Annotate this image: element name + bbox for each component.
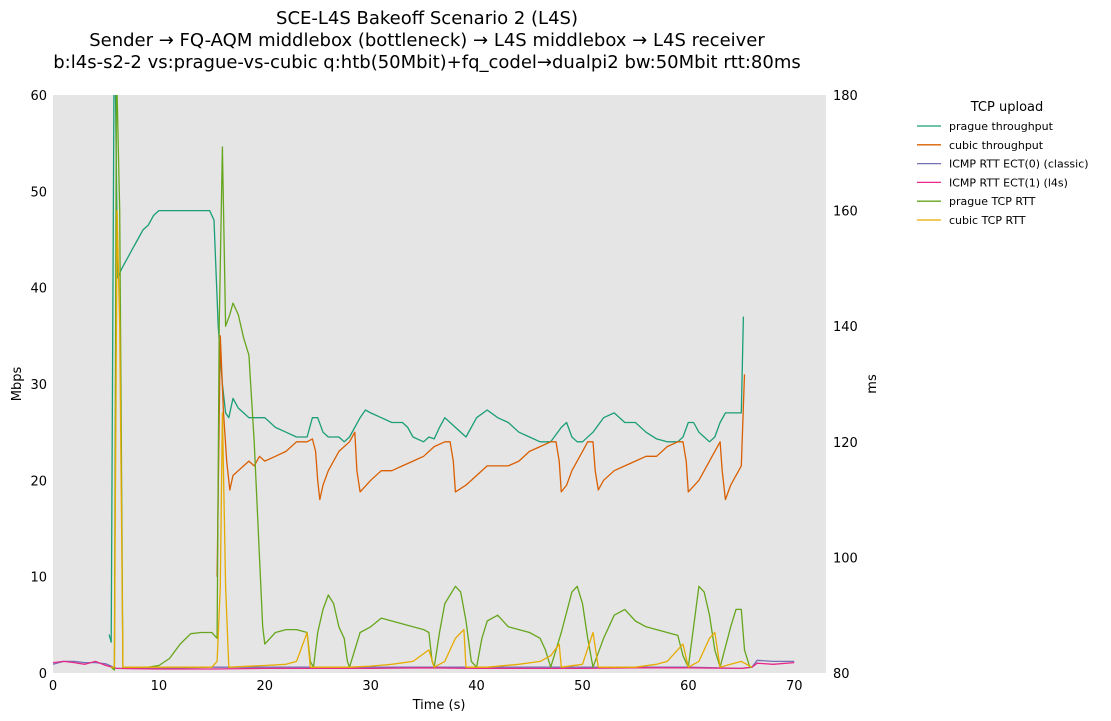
- right-tick-label: 160: [833, 205, 858, 220]
- x-tick-label: 50: [574, 679, 591, 694]
- left-y-axis-label: Mbps: [10, 367, 25, 402]
- x-tick-label: 60: [680, 679, 697, 694]
- legend-label-prague-tcp-rtt: prague TCP RTT: [949, 195, 1036, 208]
- legend-label-icmp-rtt-ect-0-classic: ICMP RTT ECT(0) (classic): [949, 158, 1089, 171]
- right-tick-label: 120: [833, 436, 858, 451]
- x-tick-label: 0: [49, 679, 57, 694]
- series-layer: [53, 95, 795, 671]
- x-axis: 0 10 20 30 40 50 60 70: [49, 679, 803, 694]
- left-tick-label: 60: [30, 89, 47, 104]
- left-tick-label: 40: [30, 282, 47, 297]
- legend-label-cubic-tcp-rtt: cubic TCP RTT: [949, 214, 1026, 227]
- right-tick-label: 140: [833, 320, 858, 335]
- legend: TCP upload prague throughput cubic throug…: [917, 100, 1089, 227]
- chart-title-line-1: SCE-L4S Bakeoff Scenario 2 (L4S): [276, 8, 578, 29]
- x-tick-label: 30: [362, 679, 379, 694]
- plot-area: [53, 95, 826, 673]
- right-tick-label: 100: [833, 551, 858, 566]
- right-tick-label: 80: [833, 667, 850, 682]
- left-axis: 0 10 20 30 40 50 60: [30, 89, 47, 682]
- x-tick-label: 20: [257, 679, 274, 694]
- series-line-prague-tcp-rtt: [110, 95, 752, 671]
- legend-label-icmp-rtt-ect-1-l4s: ICMP RTT ECT(1) (l4s): [949, 176, 1068, 189]
- left-tick-label: 20: [30, 474, 47, 489]
- chart-title-line-2: Sender → FQ-AQM middlebox (bottleneck) →…: [89, 30, 765, 51]
- left-tick-label: 10: [30, 571, 47, 586]
- series-line-icmp-rtt-ect-1-l4s: [53, 660, 795, 670]
- right-y-axis-label: ms: [865, 374, 880, 394]
- legend-title: TCP upload: [970, 100, 1044, 115]
- x-tick-label: 10: [151, 679, 168, 694]
- left-tick-label: 30: [30, 378, 47, 393]
- series-line-cubic-tcp-rtt: [111, 209, 753, 668]
- left-tick-label: 0: [39, 667, 47, 682]
- series-line-cubic-throughput: [216, 335, 746, 577]
- left-tick-label: 50: [30, 185, 47, 200]
- chart-title-line-3: b:l4s-s2-2 vs:prague-vs-cubic q:htb(50Mb…: [53, 52, 800, 73]
- right-tick-label: 180: [833, 89, 858, 104]
- x-tick-label: 40: [468, 679, 485, 694]
- x-tick-label: 70: [786, 679, 803, 694]
- series-line-prague-throughput: [108, 95, 745, 643]
- x-axis-label: Time (s): [412, 698, 466, 713]
- legend-label-cubic-throughput: cubic throughput: [949, 139, 1044, 152]
- legend-label-prague-throughput: prague throughput: [949, 120, 1054, 133]
- right-axis: 80 100 120 140 160 180: [833, 89, 858, 682]
